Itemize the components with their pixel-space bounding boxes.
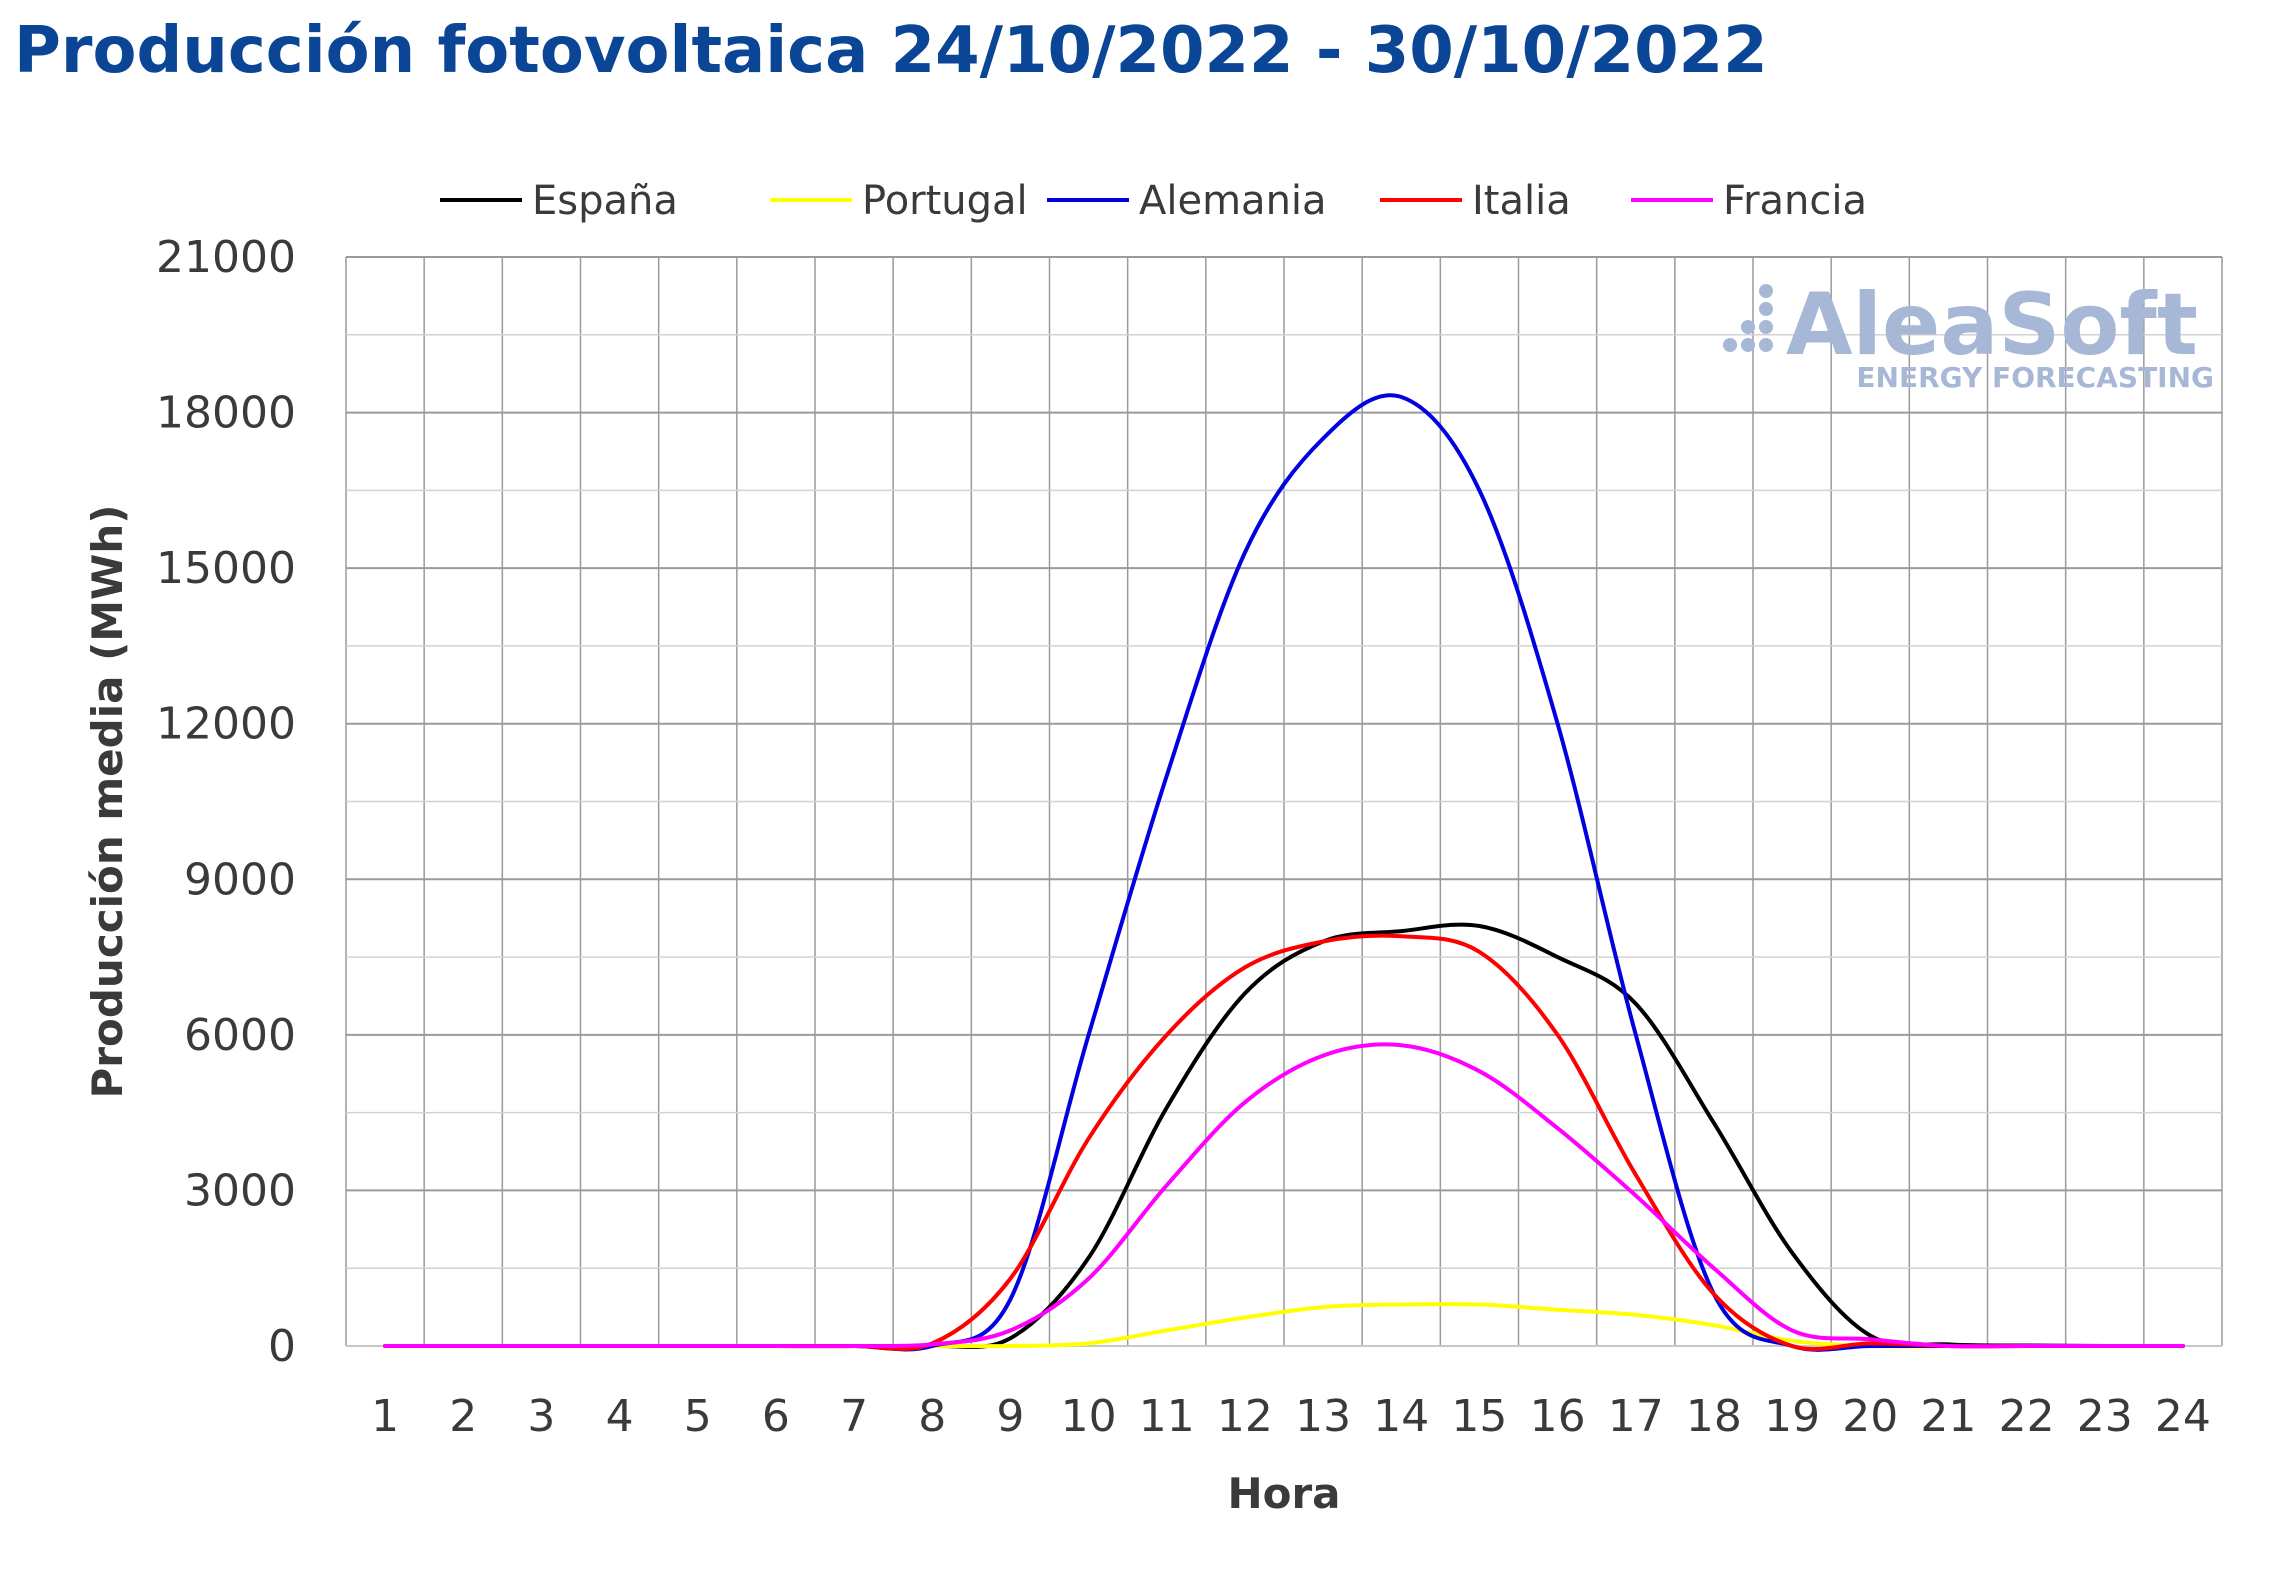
chart-title: Producción fotovoltaica 24/10/2022 - 30/… bbox=[14, 14, 1768, 88]
x-tick-label: 8 bbox=[918, 1391, 946, 1442]
legend-label-italia: Italia bbox=[1472, 178, 1571, 224]
x-tick-label: 23 bbox=[2077, 1391, 2133, 1442]
logo-dot bbox=[1741, 338, 1755, 352]
y-tick-label: 12000 bbox=[156, 699, 296, 750]
legend-label-alemania: Alemania bbox=[1139, 178, 1327, 224]
x-tick-label: 9 bbox=[996, 1391, 1024, 1442]
logo-dot bbox=[1723, 338, 1737, 352]
x-tick-label: 4 bbox=[606, 1391, 634, 1442]
logo-dot bbox=[1759, 284, 1773, 298]
logo-dot bbox=[1759, 338, 1773, 352]
logo-dot bbox=[1741, 320, 1755, 334]
x-tick-label: 22 bbox=[1999, 1391, 2055, 1442]
x-tick-label: 24 bbox=[2155, 1391, 2211, 1442]
x-axis-title: Hora bbox=[1227, 1469, 1340, 1518]
x-tick-label: 16 bbox=[1530, 1391, 1586, 1442]
y-tick-label: 0 bbox=[268, 1321, 296, 1372]
x-tick-label: 17 bbox=[1608, 1391, 1664, 1442]
legend-label-espana: España bbox=[532, 178, 678, 224]
x-tick-label: 3 bbox=[527, 1391, 555, 1442]
legend-label-portugal: Portugal bbox=[862, 178, 1028, 224]
y-tick-label: 15000 bbox=[156, 543, 296, 594]
logo-dot bbox=[1759, 302, 1773, 316]
y-tick-label: 6000 bbox=[184, 1010, 296, 1061]
y-axis-title: Producción media (MWh) bbox=[83, 505, 132, 1099]
x-tick-label: 1 bbox=[371, 1391, 399, 1442]
x-tick-label: 5 bbox=[684, 1391, 712, 1442]
watermark-logo: AleaSoft bbox=[1786, 275, 2198, 375]
x-tick-label: 18 bbox=[1686, 1391, 1742, 1442]
x-tick-label: 10 bbox=[1061, 1391, 1117, 1442]
logo-dot bbox=[1759, 320, 1773, 334]
x-tick-label: 15 bbox=[1451, 1391, 1507, 1442]
x-tick-label: 7 bbox=[840, 1391, 868, 1442]
x-tick-label: 2 bbox=[449, 1391, 477, 1442]
legend-label-francia: Francia bbox=[1723, 178, 1867, 224]
x-tick-label: 19 bbox=[1764, 1391, 1820, 1442]
watermark-tagline: ENERGY FORECASTING bbox=[1856, 361, 2214, 394]
x-tick-label: 20 bbox=[1842, 1391, 1898, 1442]
y-tick-label: 21000 bbox=[156, 232, 296, 283]
x-tick-label: 21 bbox=[1920, 1391, 1976, 1442]
y-tick-label: 9000 bbox=[184, 854, 296, 905]
x-tick-label: 11 bbox=[1139, 1391, 1195, 1442]
y-tick-label: 3000 bbox=[184, 1165, 296, 1216]
x-tick-label: 14 bbox=[1373, 1391, 1429, 1442]
y-tick-label: 18000 bbox=[156, 388, 296, 439]
x-tick-label: 12 bbox=[1217, 1391, 1273, 1442]
x-tick-label: 13 bbox=[1295, 1391, 1351, 1442]
x-tick-label: 6 bbox=[762, 1391, 790, 1442]
series-line-francia bbox=[383, 1042, 2185, 1349]
